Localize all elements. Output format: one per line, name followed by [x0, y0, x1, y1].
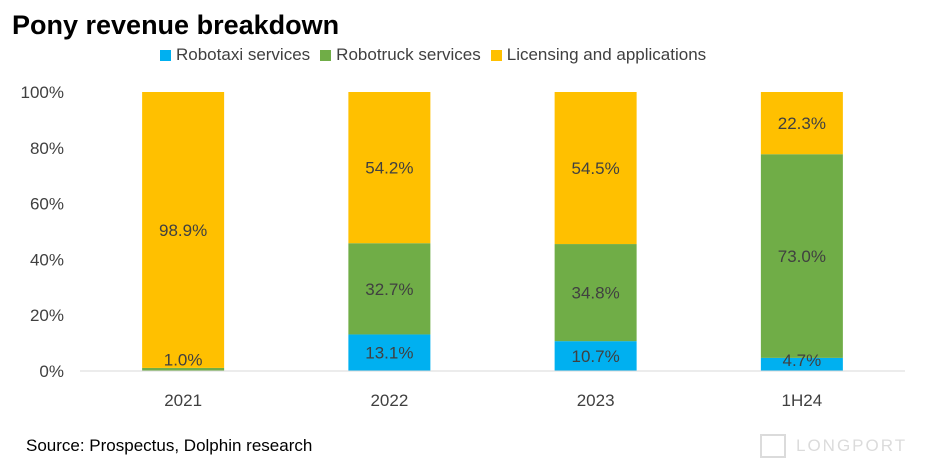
bar-segment — [760, 357, 843, 371]
bar-segment — [760, 92, 843, 155]
data-label: 13.1% — [365, 344, 413, 363]
x-tick-label: 2022 — [370, 391, 408, 410]
legend-label-licensing: Licensing and applications — [506, 45, 707, 64]
y-tick-label: 20% — [30, 306, 64, 325]
longport-watermark: LONGPORT — [760, 434, 907, 458]
y-tick-label: 0% — [39, 362, 64, 381]
data-label: 34.8% — [572, 284, 620, 303]
bar-segment — [348, 334, 431, 371]
chart-legend: Robotaxi services Robotruck services Lic… — [160, 43, 716, 67]
bar-segment — [142, 92, 225, 368]
x-tick-label: 1H24 — [782, 391, 823, 410]
y-tick-label: 100% — [21, 83, 64, 102]
data-label: 73.0% — [778, 247, 826, 266]
data-label: 32.7% — [365, 280, 413, 299]
bar-segment — [760, 154, 843, 358]
bar-segment — [142, 367, 225, 371]
x-tick-label: 2023 — [577, 391, 615, 410]
y-tick-label: 80% — [30, 139, 64, 158]
y-tick-label: 40% — [30, 250, 64, 269]
legend-item-robotaxi: Robotaxi services — [160, 45, 310, 65]
data-label: 22.3% — [778, 114, 826, 133]
data-label: 54.5% — [572, 159, 620, 178]
watermark-text: LONGPORT — [796, 436, 908, 455]
chart-title: Pony revenue breakdown — [12, 10, 340, 40]
legend-label-robotaxi: Robotaxi services — [176, 45, 311, 64]
data-label: 54.2% — [365, 159, 413, 178]
legend-label-robotruck: Robotruck services — [336, 45, 481, 64]
legend-item-licensing: Licensing and applications — [490, 45, 707, 65]
longport-logo-icon — [760, 434, 786, 458]
legend-item-robotruck: Robotruck services — [320, 45, 481, 65]
data-label: 98.9% — [159, 221, 207, 240]
legend-swatch-robotaxi — [160, 49, 171, 61]
legend-swatch-licensing — [490, 49, 502, 61]
data-label: 4.7% — [783, 351, 822, 370]
data-label: 10.7% — [572, 347, 620, 366]
bar-segment — [348, 92, 431, 244]
bar-segment — [554, 92, 637, 245]
source-note: Source: Prospectus, Dolphin research — [26, 436, 313, 455]
bar-segment — [554, 341, 637, 371]
legend-swatch-robotruck — [320, 49, 332, 61]
data-label: 1.0% — [164, 351, 203, 370]
y-tick-label: 60% — [30, 195, 64, 214]
bar-segment — [348, 243, 431, 335]
x-tick-label: 2021 — [164, 391, 202, 410]
bar-segment — [554, 244, 637, 342]
